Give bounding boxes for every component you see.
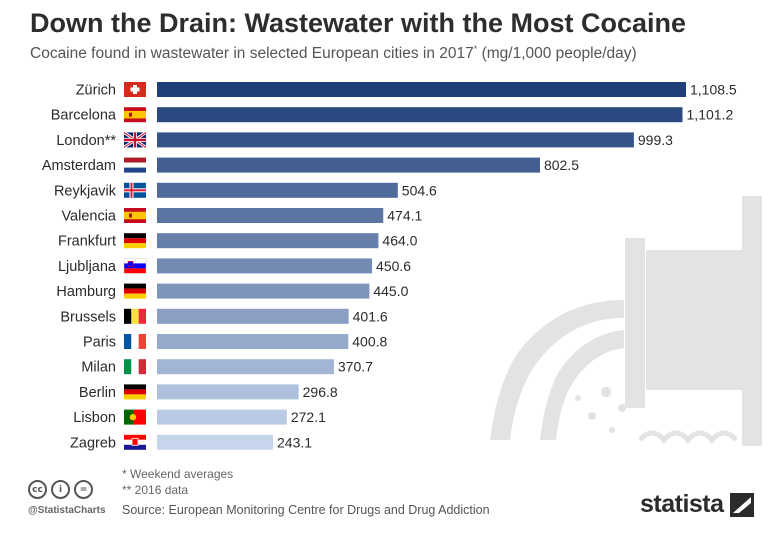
flag-iceland-icon — [124, 182, 146, 198]
data-label: 400.8 — [352, 334, 387, 350]
category-label: Milan — [81, 360, 116, 376]
flag-germany-icon — [124, 283, 146, 299]
bar — [157, 308, 349, 324]
data-label: 370.7 — [338, 359, 373, 375]
category-label: Zagreb — [70, 435, 116, 451]
bar — [157, 283, 370, 299]
no-derivatives-icon: = — [74, 480, 93, 499]
category-label: Lisbon — [73, 410, 116, 426]
statista-logo: statista — [640, 490, 754, 519]
category-label: Paris — [83, 335, 116, 351]
flag-belgium-icon — [124, 308, 146, 324]
data-label: 474.1 — [387, 208, 422, 224]
flag-portugal-icon — [124, 409, 146, 425]
category-label: Ljubljana — [58, 259, 117, 275]
data-label: 1,101.2 — [687, 107, 734, 123]
category-label: Berlin — [79, 385, 116, 401]
category-label: Valencia — [61, 209, 116, 225]
statista-wordmark: statista — [640, 490, 724, 518]
bar-rows: Zürich 1,108.5 Barcelona 1,101.2 London** 999… — [42, 82, 737, 452]
bar — [157, 434, 274, 450]
bar — [157, 384, 299, 400]
statista-mark-icon — [729, 492, 754, 517]
source-note: Source: European Monitoring Centre for D… — [122, 503, 490, 517]
data-label: 272.1 — [291, 409, 326, 425]
bar — [157, 107, 683, 123]
category-label: Frankfurt — [58, 234, 116, 250]
data-label: 999.3 — [638, 132, 673, 148]
bar — [157, 82, 686, 97]
note-weekend-averages: * Weekend averages — [122, 467, 234, 481]
category-label: Hamburg — [56, 284, 116, 300]
bar — [157, 409, 287, 425]
flag-italy-icon — [124, 359, 146, 375]
data-label: 802.5 — [544, 157, 579, 173]
flag-germany-icon — [124, 233, 146, 249]
bar — [157, 359, 334, 375]
category-label: Reykjavik — [54, 183, 117, 199]
bar — [157, 157, 540, 173]
chart-subtitle: Cocaine found in wastewater in selected … — [30, 44, 637, 63]
creative-commons-icon: cc — [28, 480, 47, 499]
category-label: Barcelona — [51, 108, 117, 124]
category-label: London** — [56, 133, 116, 149]
bar — [157, 182, 398, 198]
category-label: Brussels — [60, 309, 116, 325]
flag-netherlands-icon — [124, 157, 146, 173]
flag-united-kingdom-icon — [123, 131, 147, 149]
flag-france-icon — [124, 334, 146, 349]
chart-title: Down the Drain: Wastewater with the Most… — [30, 8, 687, 38]
data-label: 450.6 — [376, 258, 411, 274]
subtitle-footnote-marker: * — [473, 44, 478, 54]
bar — [157, 132, 634, 148]
data-label: 296.8 — [303, 384, 338, 400]
data-label: 401.6 — [353, 308, 388, 324]
data-label: 1,108.5 — [690, 82, 737, 98]
flag-switzerland-icon — [124, 82, 146, 97]
bar — [157, 258, 373, 274]
flag-slovenia-icon — [123, 258, 147, 274]
chart-notes: * Weekend averages ** 2016 data — [122, 466, 233, 498]
license-icons: cc i = — [28, 480, 93, 499]
drain-pipe-illustration — [490, 196, 762, 446]
bar — [157, 233, 379, 249]
category-label: Amsterdam — [42, 158, 116, 174]
bar — [157, 208, 384, 223]
flag-spain-icon — [124, 107, 146, 123]
data-label: 243.1 — [277, 434, 312, 450]
statista-handle: @StatistaCharts — [28, 505, 106, 516]
bar — [157, 334, 349, 349]
data-label: 504.6 — [402, 182, 437, 198]
flag-croatia-icon — [124, 434, 146, 450]
data-label: 464.0 — [382, 233, 417, 249]
data-label: 445.0 — [373, 283, 408, 299]
subtitle-text: Cocaine found in wastewater in selected … — [30, 45, 474, 63]
flag-germany-icon — [124, 384, 146, 400]
category-label: Zürich — [76, 83, 116, 99]
note-2016-data: ** 2016 data — [122, 483, 189, 497]
flag-spain-icon — [124, 208, 146, 223]
attribution-icon: i — [51, 480, 70, 499]
subtitle-unit: (mg/1,000 people/day) — [481, 45, 637, 63]
